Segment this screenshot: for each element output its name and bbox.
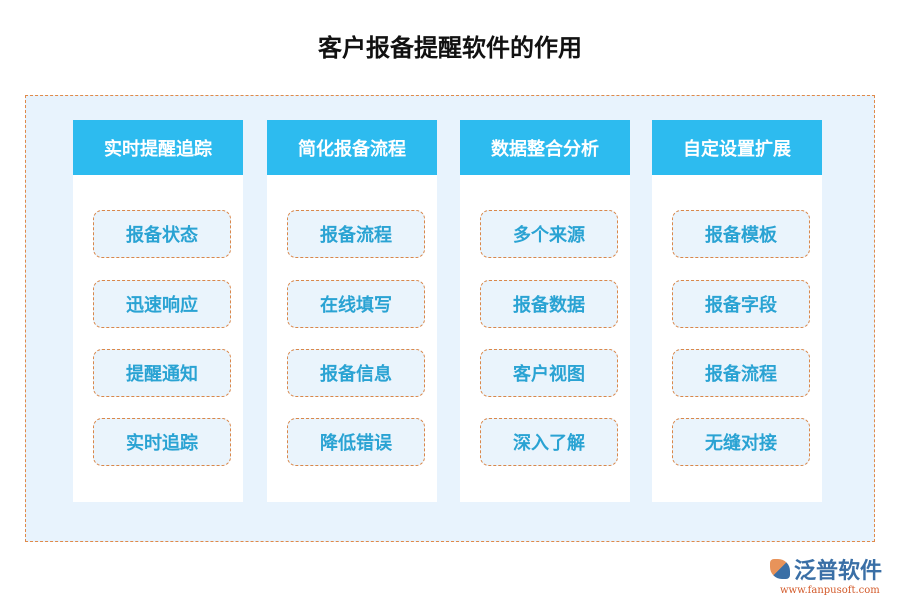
feature-item: 提醒通知 xyxy=(93,349,231,397)
feature-item: 客户视图 xyxy=(480,349,618,397)
column: 简化报备流程报备流程在线填写报备信息降低错误 xyxy=(267,120,437,502)
feature-item: 报备流程 xyxy=(287,210,425,258)
feature-item: 报备状态 xyxy=(93,210,231,258)
feature-item: 在线填写 xyxy=(287,280,425,328)
column-header: 简化报备流程 xyxy=(267,120,437,175)
column-header: 自定设置扩展 xyxy=(652,120,822,175)
feature-item: 报备流程 xyxy=(672,349,810,397)
column-header: 数据整合分析 xyxy=(460,120,630,175)
feature-item: 深入了解 xyxy=(480,418,618,466)
page-title: 客户报备提醒软件的作用 xyxy=(318,34,582,62)
column: 自定设置扩展报备模板报备字段报备流程无缝对接 xyxy=(652,120,822,502)
feature-item: 报备字段 xyxy=(672,280,810,328)
feature-item: 多个来源 xyxy=(480,210,618,258)
feature-item: 实时追踪 xyxy=(93,418,231,466)
feature-item: 迅速响应 xyxy=(93,280,231,328)
feature-item: 降低错误 xyxy=(287,418,425,466)
logo-url: www.fanpusoft.com xyxy=(780,585,880,596)
logo-name: 泛普软件 xyxy=(794,559,883,584)
column: 数据整合分析多个来源报备数据客户视图深入了解 xyxy=(460,120,630,502)
feature-item: 无缝对接 xyxy=(672,418,810,466)
column-header: 实时提醒追踪 xyxy=(73,120,243,175)
logo-icon xyxy=(770,559,790,579)
feature-item: 报备数据 xyxy=(480,280,618,328)
logo: 泛普软件 www.fanpusoft.com xyxy=(770,553,882,596)
column: 实时提醒追踪报备状态迅速响应提醒通知实时追踪 xyxy=(73,120,243,502)
feature-item: 报备信息 xyxy=(287,349,425,397)
feature-item: 报备模板 xyxy=(672,210,810,258)
